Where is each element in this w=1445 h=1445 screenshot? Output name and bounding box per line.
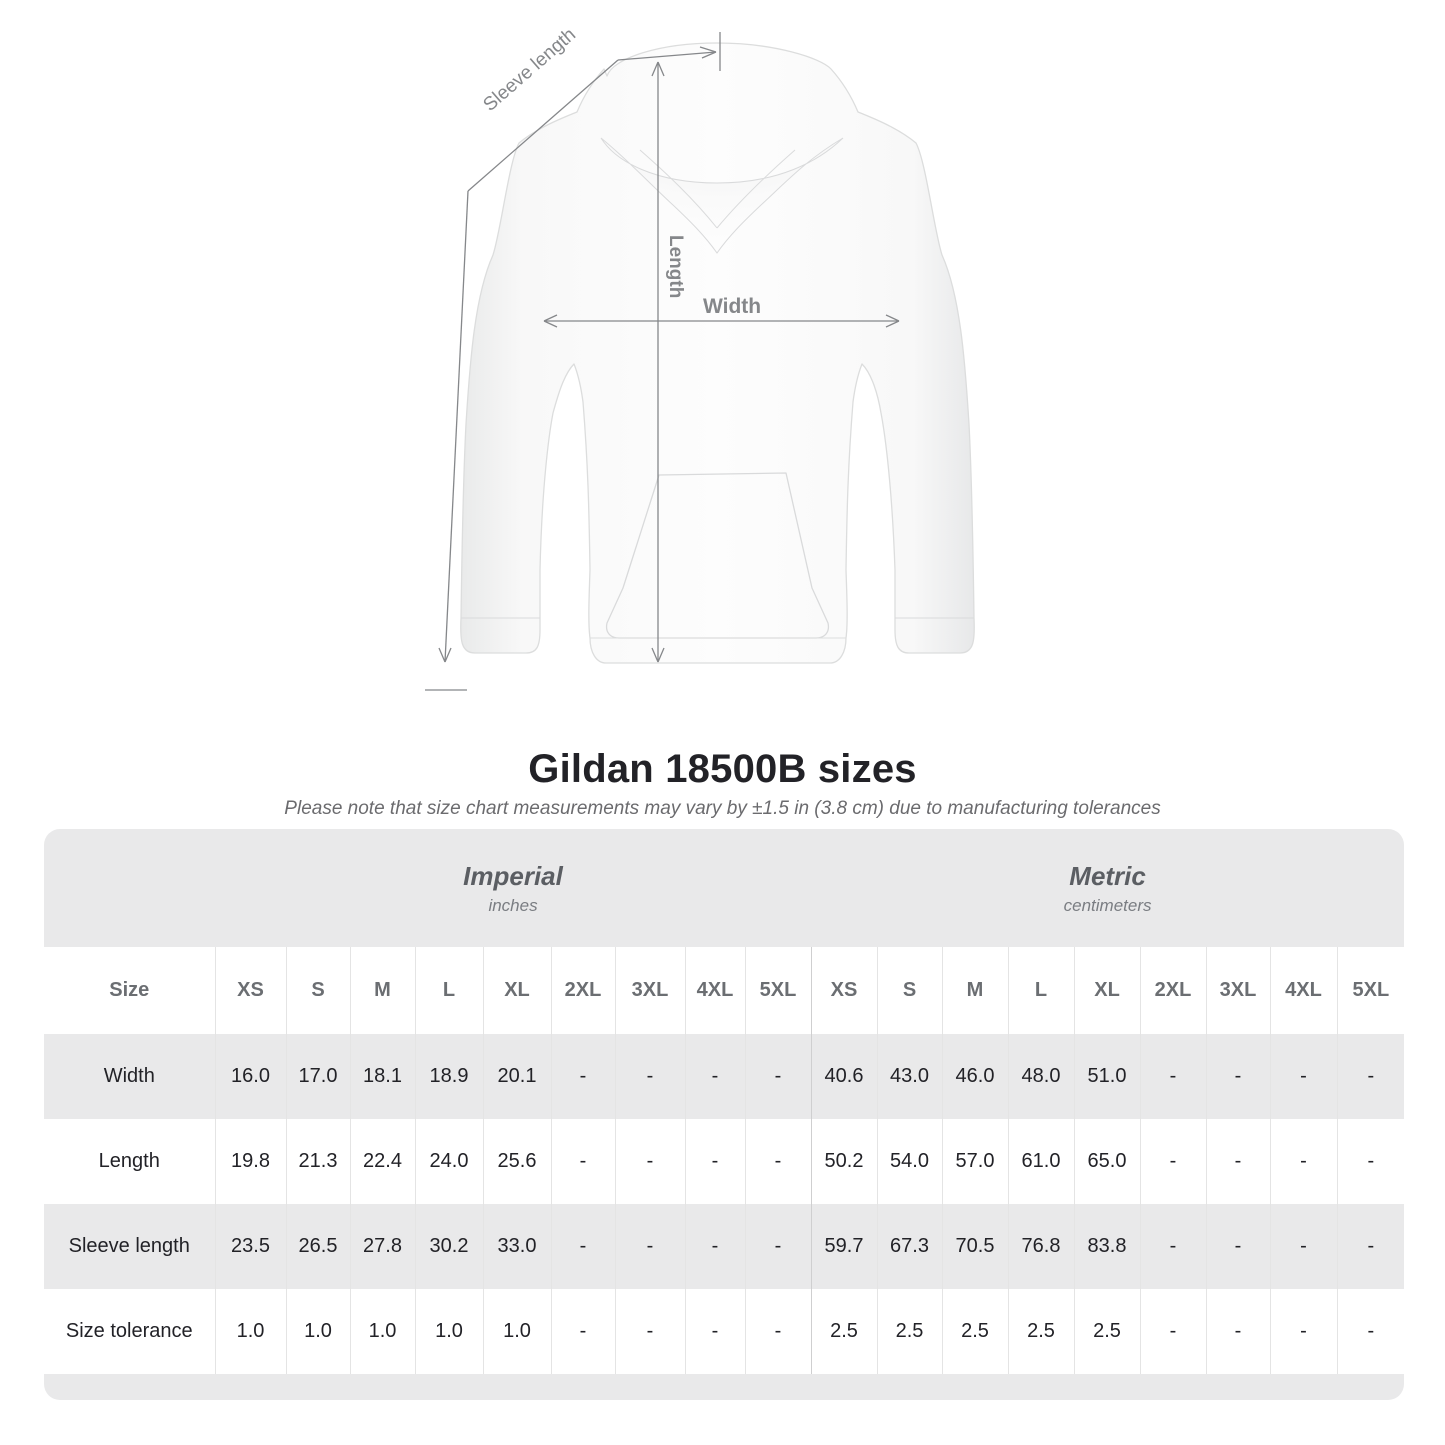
svg-text:Width: Width — [703, 295, 761, 318]
svg-text:Length: Length — [665, 235, 686, 298]
svg-text:Sleeve length: Sleeve length — [479, 24, 580, 116]
